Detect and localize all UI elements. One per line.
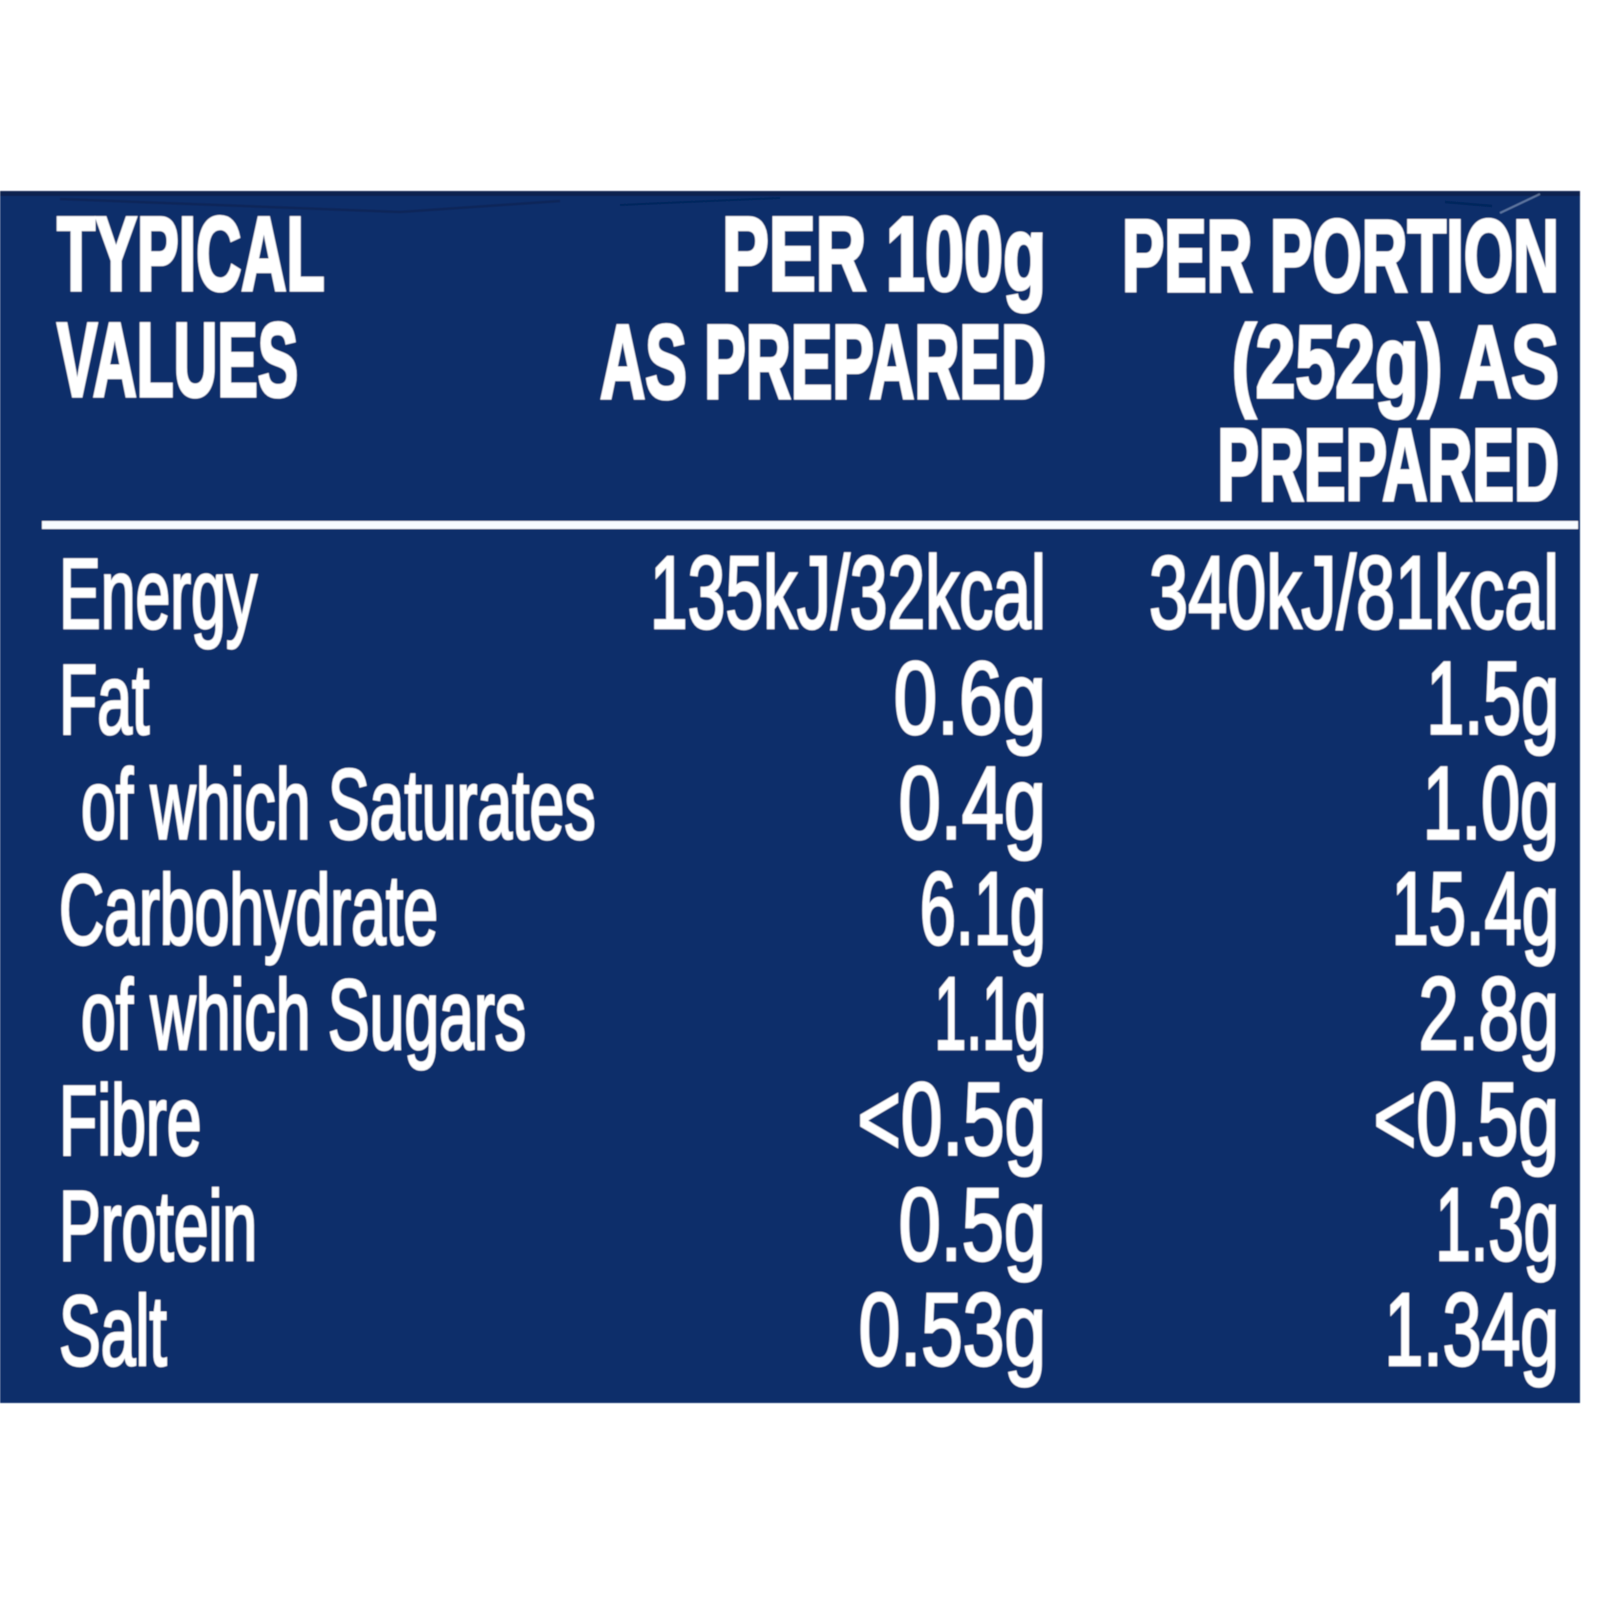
svg-text:1.0g: 1.0g [1423,745,1559,861]
svg-text:of which Saturates: of which Saturates [81,749,596,860]
svg-text:1.3g: 1.3g [1435,1168,1559,1282]
svg-text:0.6g: 0.6g [894,641,1046,756]
svg-text:135kJ/32kcal: 135kJ/32kcal [650,536,1046,651]
svg-text:1.1g: 1.1g [934,957,1046,1072]
svg-text:Fat: Fat [59,644,149,755]
svg-text:PER 100g: PER 100g [722,195,1046,313]
svg-text:0.4g: 0.4g [899,746,1046,861]
svg-text:Carbohydrate: Carbohydrate [59,854,438,965]
svg-text:(252g) AS: (252g) AS [1232,304,1559,419]
svg-text:Energy: Energy [59,538,258,649]
svg-text:of which Sugars: of which Sugars [81,960,526,1071]
svg-text:Fibre: Fibre [59,1065,202,1176]
svg-text:1.34g: 1.34g [1385,1271,1559,1387]
svg-text:PREPARED: PREPARED [1217,407,1559,522]
svg-text:6.1g: 6.1g [920,852,1046,967]
svg-text:0.5g: 0.5g [899,1167,1046,1282]
svg-text:Salt: Salt [59,1275,167,1386]
svg-text:1.5g: 1.5g [1426,640,1559,756]
svg-text:15.4g: 15.4g [1391,851,1559,966]
svg-text:<0.5g: <0.5g [857,1063,1046,1178]
svg-text:PER PORTION: PER PORTION [1122,199,1559,313]
svg-text:0.53g: 0.53g [859,1272,1046,1388]
svg-text:2.8g: 2.8g [1418,955,1559,1071]
svg-text:VALUES: VALUES [57,302,298,420]
svg-text:<0.5g: <0.5g [1373,1061,1559,1176]
svg-text:TYPICAL: TYPICAL [57,196,325,313]
svg-text:Protein: Protein [59,1170,257,1281]
svg-text:AS PREPARED: AS PREPARED [600,304,1046,421]
svg-text:340kJ/81kcal: 340kJ/81kcal [1149,535,1559,651]
